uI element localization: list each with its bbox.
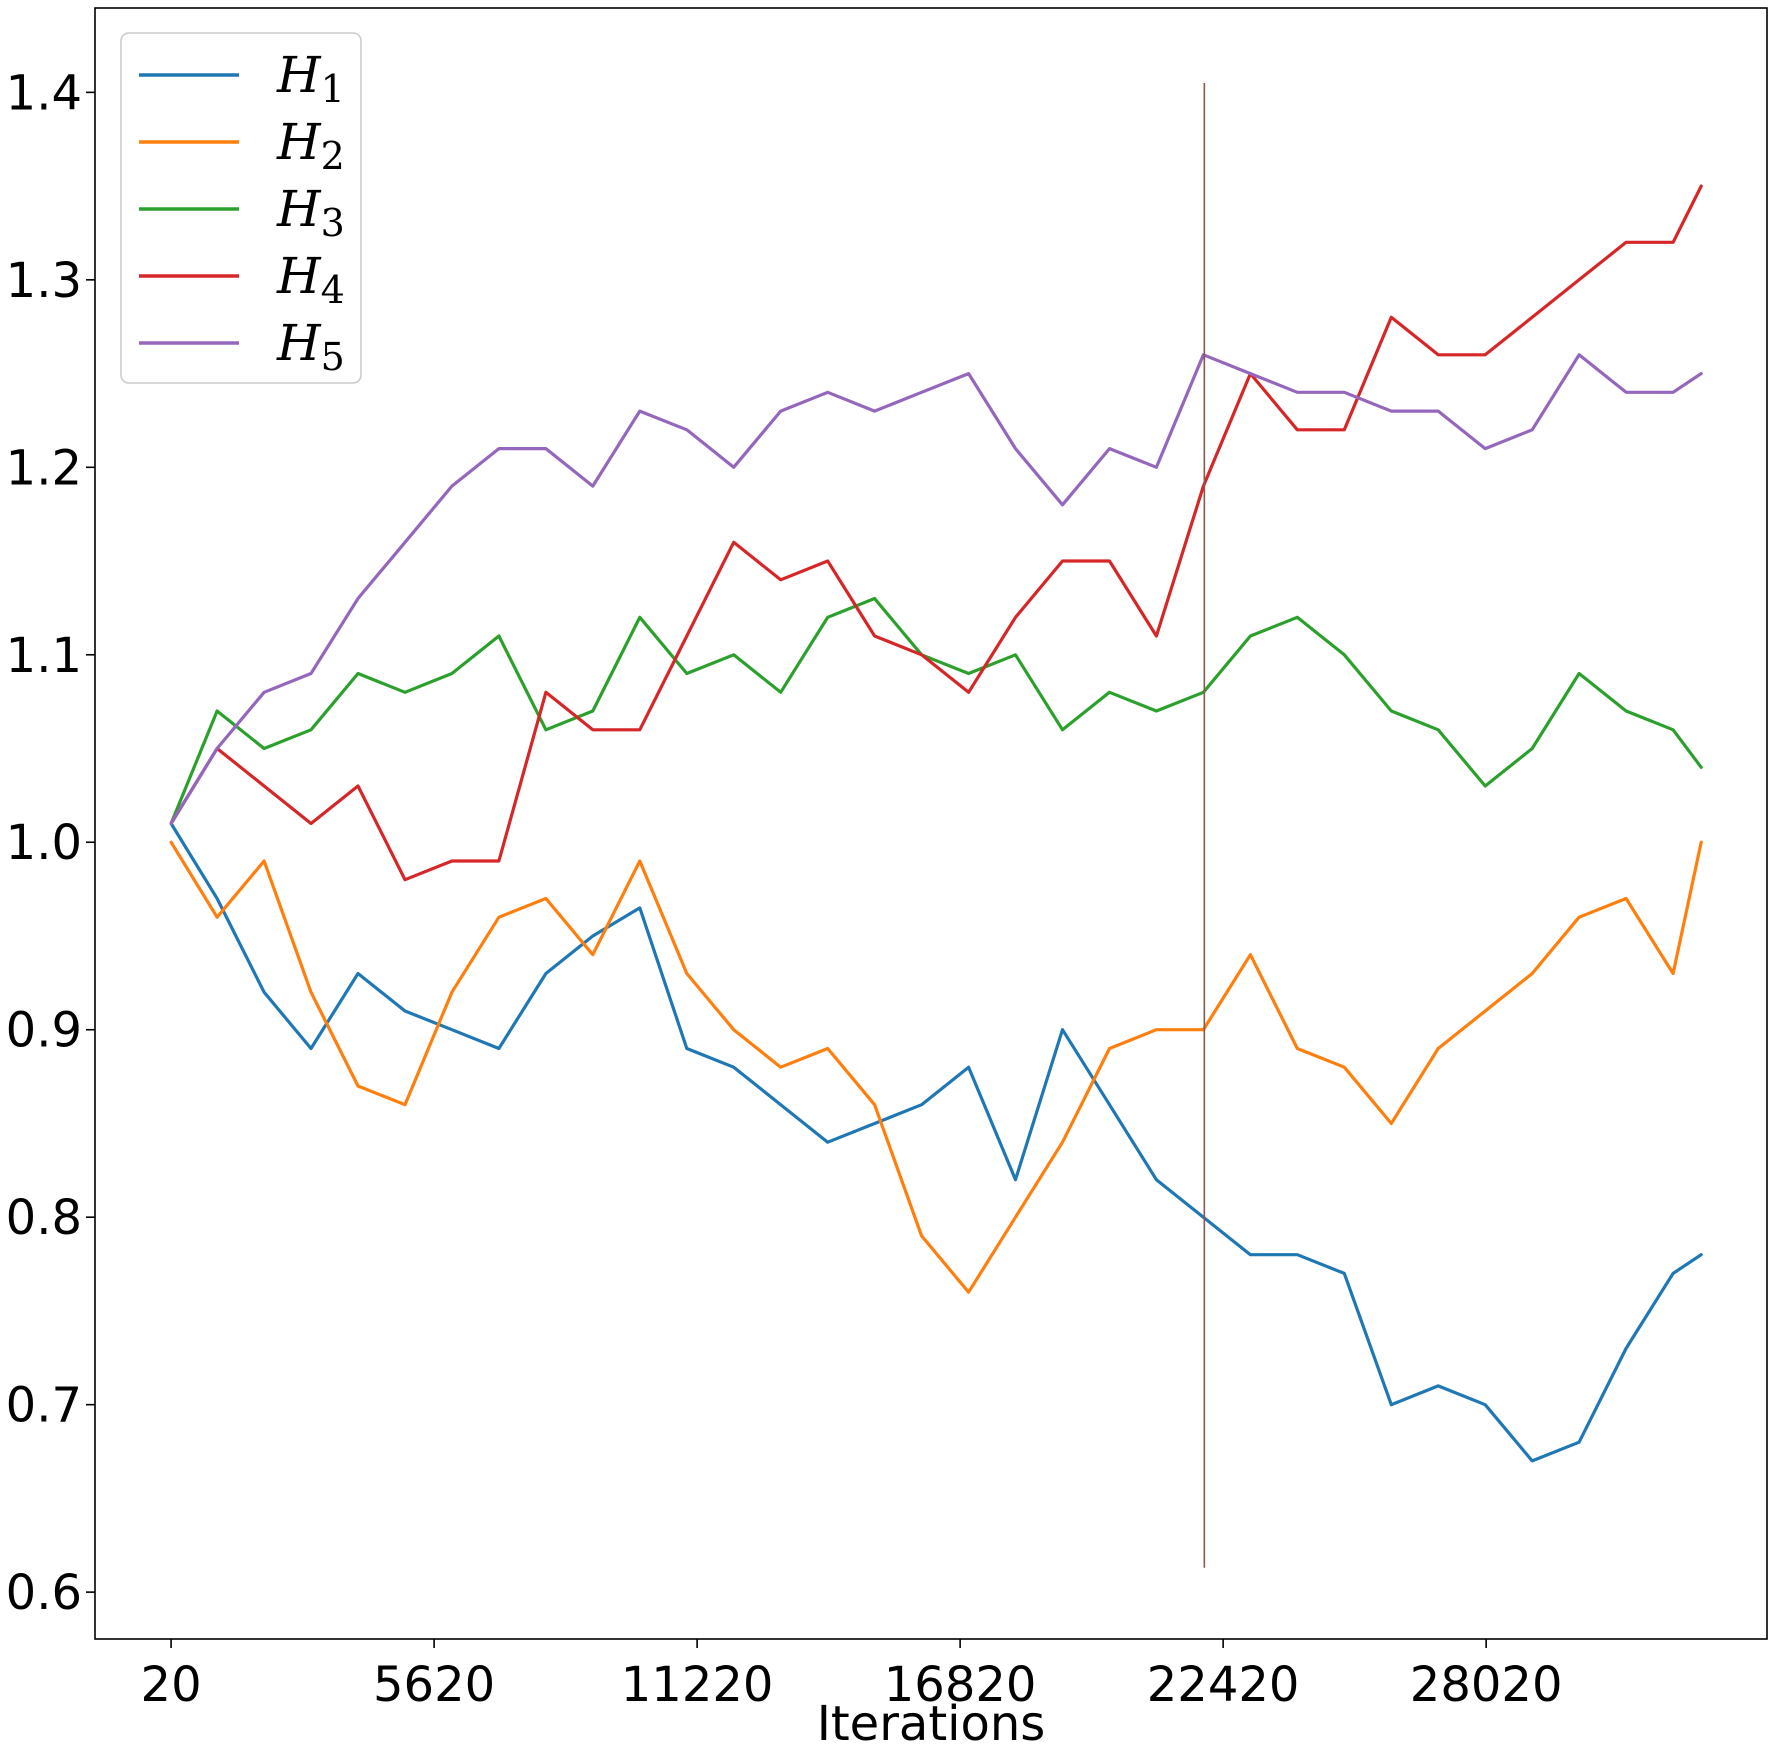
legend-label-h2: H2 (276, 113, 345, 178)
y-tick-label: 0.9 (6, 1003, 82, 1059)
series-line-h1 (169, 821, 1703, 1463)
y-tick-label: 0.8 (6, 1190, 82, 1246)
legend-label-h4: H4 (276, 247, 345, 312)
y-tick-label: 1.4 (6, 65, 82, 121)
legend-label-h5: H5 (276, 314, 345, 379)
series-line-h3 (169, 596, 1703, 826)
x-tick-label: 28020 (1410, 1657, 1563, 1713)
y-tick-label: 0.7 (6, 1378, 82, 1434)
plot-frame (94, 7, 1768, 1640)
legend-subscript: 5 (321, 335, 345, 379)
series-line-h5 (169, 353, 1703, 826)
x-axis: 20 5620 11220 16820 22420 28020 (141, 1639, 1563, 1713)
legend-symbol: H (276, 314, 322, 372)
legend-label-h3: H3 (276, 180, 345, 245)
legend-subscript: 2 (321, 134, 345, 178)
legend-subscript: 3 (321, 201, 345, 245)
y-tick-label: 1.0 (6, 815, 82, 871)
y-tick-label: 1.2 (6, 440, 82, 496)
x-tick-label: 5620 (373, 1657, 495, 1713)
x-tick-label: 22420 (1147, 1657, 1300, 1713)
legend-label-h1: H1 (276, 46, 345, 111)
legend-subscript: 1 (321, 67, 345, 111)
x-tick-label: 11220 (621, 1657, 774, 1713)
y-axis: 0.6 0.7 0.8 0.9 1.0 1.1 1.2 1.3 1.4 (6, 65, 95, 1621)
series-line-h4 (169, 184, 1703, 882)
x-axis-label: Iterations (817, 1696, 1046, 1752)
series-layer (169, 184, 1703, 1463)
y-tick-label: 1.3 (6, 253, 82, 309)
legend-symbol: H (276, 46, 322, 104)
series-line-h2 (169, 840, 1703, 1294)
y-tick-label: 0.6 (6, 1565, 82, 1621)
legend-symbol: H (276, 247, 322, 305)
legend-symbol: H (276, 180, 322, 238)
x-tick-label: 20 (141, 1657, 202, 1713)
legend-symbol: H (276, 113, 322, 171)
legend-subscript: 4 (321, 268, 345, 312)
x-tick-label: 16820 (884, 1657, 1037, 1713)
y-tick-label: 1.1 (6, 628, 82, 684)
legend-box (120, 32, 362, 384)
